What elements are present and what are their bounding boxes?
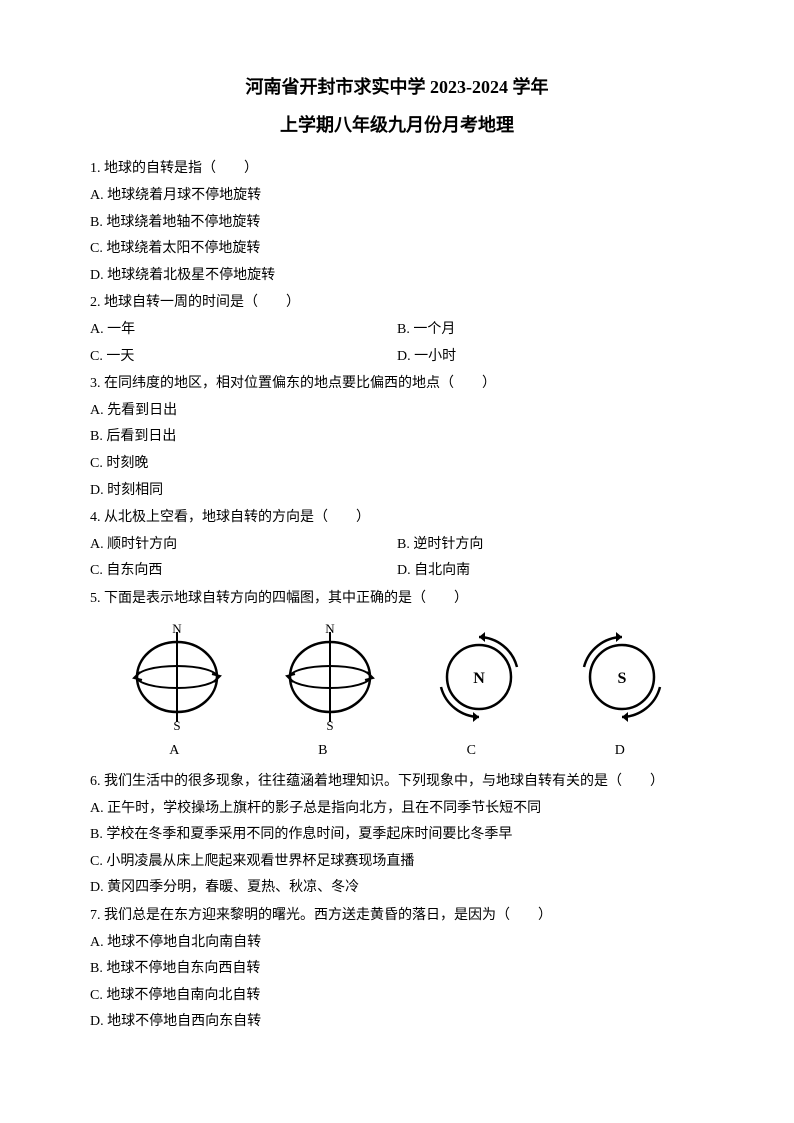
question-2: 2. 地球自转一周的时间是（ ） A. 一年 B. 一个月 C. 一天 D. 一…: [90, 290, 704, 370]
globe-b-icon: N S: [275, 622, 385, 732]
q4-option-a: A. 顺时针方向: [90, 532, 397, 559]
q7-option-c: C. 地球不停地自南向北自转: [90, 983, 704, 1010]
q2-option-b: B. 一个月: [397, 317, 704, 344]
q5-diagram-c: N: [429, 627, 529, 727]
svg-text:S: S: [173, 718, 180, 732]
q5-diagrams: N S N S N: [90, 622, 704, 732]
pole-s-icon: S: [572, 627, 672, 727]
q5-diagram-d: S: [572, 627, 672, 727]
question-1: 1. 地球的自转是指（ ） A. 地球绕着月球不停地旋转 B. 地球绕着地轴不停…: [90, 156, 704, 289]
q6-option-c: C. 小明凌晨从床上爬起来观看世界杯足球赛现场直播: [90, 849, 704, 876]
q2-option-a: A. 一年: [90, 317, 397, 344]
q1-option-d: D. 地球绕着北极星不停地旋转: [90, 263, 704, 290]
svg-text:N: N: [172, 622, 182, 636]
q6-option-d: D. 黄冈四季分明，春暖、夏热、秋凉、冬冷: [90, 875, 704, 902]
question-6: 6. 我们生活中的很多现象，往往蕴涵着地理知识。下列现象中，与地球自转有关的是（…: [90, 769, 704, 902]
q1-option-c: C. 地球绕着太阳不停地旋转: [90, 236, 704, 263]
q2-stem: 2. 地球自转一周的时间是（ ）: [90, 290, 704, 317]
q3-option-c: C. 时刻晚: [90, 451, 704, 478]
q7-stem: 7. 我们总是在东方迎来黎明的曙光。西方送走黄昏的落日，是因为（ ）: [90, 903, 704, 930]
q3-option-a: A. 先看到日出: [90, 398, 704, 425]
question-5: 5. 下面是表示地球自转方向的四幅图，其中正确的是（ ） N S N S: [90, 586, 704, 765]
svg-text:S: S: [618, 670, 627, 687]
q3-option-d: D. 时刻相同: [90, 478, 704, 505]
page-subtitle: 上学期八年级九月份月考地理: [90, 108, 704, 142]
q1-stem: 1. 地球的自转是指（ ）: [90, 156, 704, 183]
q2-option-d: D. 一小时: [397, 344, 704, 371]
page-title: 河南省开封市求实中学 2023-2024 学年: [90, 70, 704, 104]
q6-option-a: A. 正午时，学校操场上旗杆的影子总是指向北方，且在不同季节长短不同: [90, 796, 704, 823]
q7-option-a: A. 地球不停地自北向南自转: [90, 930, 704, 957]
q1-option-b: B. 地球绕着地轴不停地旋转: [90, 210, 704, 237]
q7-option-d: D. 地球不停地自西向东自转: [90, 1009, 704, 1036]
q7-option-b: B. 地球不停地自东向西自转: [90, 956, 704, 983]
q5-diagram-a: N S: [122, 622, 232, 732]
q4-stem: 4. 从北极上空看，地球自转的方向是（ ）: [90, 505, 704, 532]
q4-option-d: D. 自北向南: [397, 558, 704, 585]
q4-option-b: B. 逆时针方向: [397, 532, 704, 559]
question-3: 3. 在同纬度的地区，相对位置偏东的地点要比偏西的地点（ ） A. 先看到日出 …: [90, 371, 704, 504]
q5-diagram-labels: A B C D: [90, 738, 704, 765]
q5-diagram-b: N S: [275, 622, 385, 732]
q6-option-b: B. 学校在冬季和夏季采用不同的作息时间，夏季起床时间要比冬季早: [90, 822, 704, 849]
q5-label-a: A: [100, 738, 249, 765]
question-4: 4. 从北极上空看，地球自转的方向是（ ） A. 顺时针方向 B. 逆时针方向 …: [90, 505, 704, 585]
q2-option-c: C. 一天: [90, 344, 397, 371]
q3-option-b: B. 后看到日出: [90, 424, 704, 451]
q5-label-d: D: [546, 738, 695, 765]
globe-a-icon: N S: [122, 622, 232, 732]
q6-stem: 6. 我们生活中的很多现象，往往蕴涵着地理知识。下列现象中，与地球自转有关的是（…: [90, 769, 704, 796]
pole-n-icon: N: [429, 627, 529, 727]
question-7: 7. 我们总是在东方迎来黎明的曙光。西方送走黄昏的落日，是因为（ ） A. 地球…: [90, 903, 704, 1036]
q1-option-a: A. 地球绕着月球不停地旋转: [90, 183, 704, 210]
q4-option-c: C. 自东向西: [90, 558, 397, 585]
q5-label-c: C: [397, 738, 546, 765]
q3-stem: 3. 在同纬度的地区，相对位置偏东的地点要比偏西的地点（ ）: [90, 371, 704, 398]
q5-label-b: B: [249, 738, 398, 765]
svg-text:N: N: [473, 670, 485, 687]
svg-text:N: N: [326, 622, 336, 636]
q5-stem: 5. 下面是表示地球自转方向的四幅图，其中正确的是（ ）: [90, 586, 704, 613]
svg-text:S: S: [327, 718, 334, 732]
